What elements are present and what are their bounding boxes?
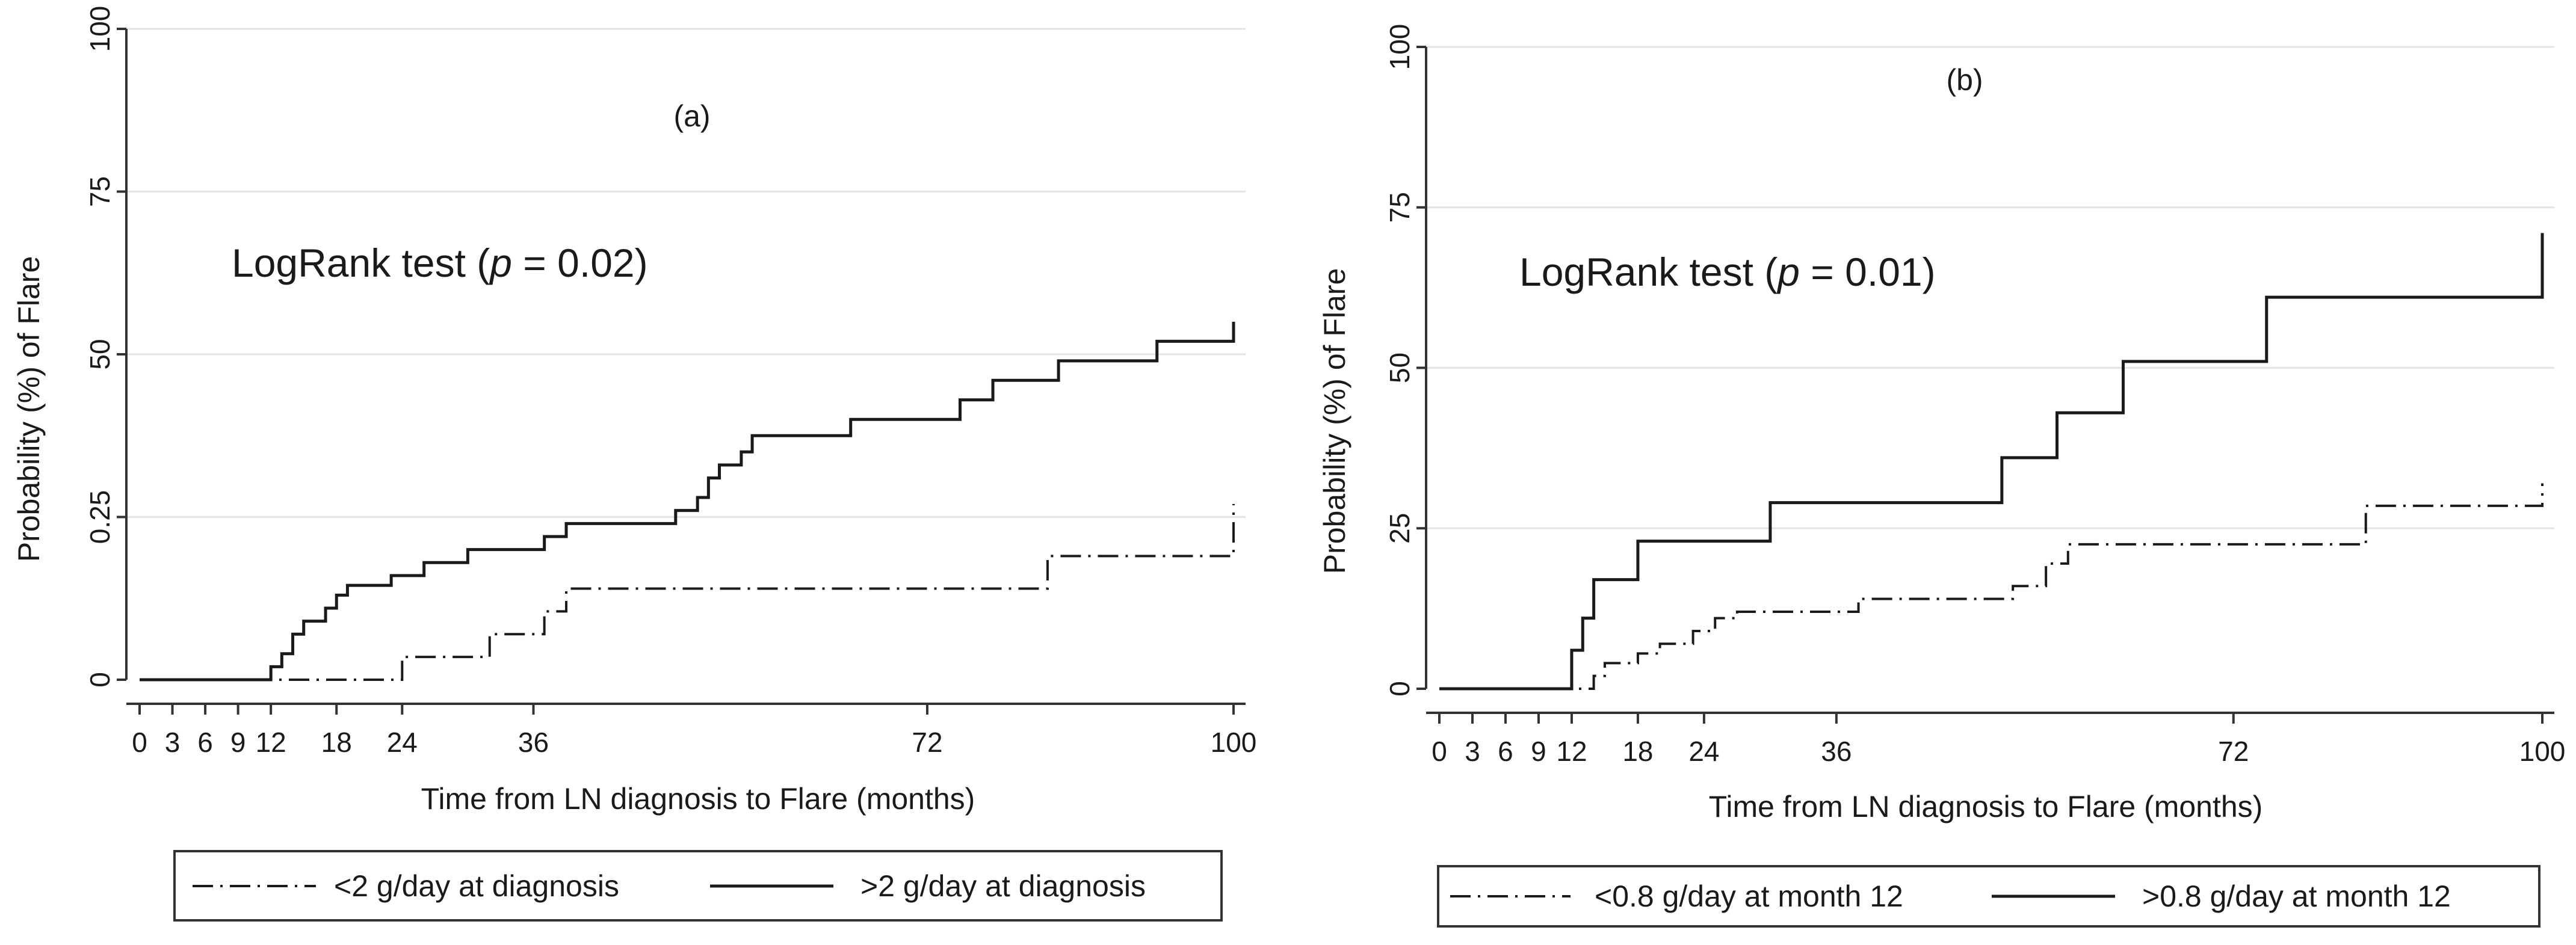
panel-a-legend-label-1: >2 g/day at diagnosis — [860, 869, 1146, 903]
panel-b-y-tick-label: 100 — [1384, 24, 1415, 70]
panel-b-y-ticks: 0 25 50 75 100 — [1384, 24, 1426, 697]
panel-b-legend: <0.8 g/day at month 12 >0.8 g/day at mon… — [1437, 865, 2540, 928]
panel-b-label: (b) — [1946, 63, 1983, 97]
panel-a-gridlines — [126, 28, 1246, 518]
panel-b-x-tick-label: 36 — [1821, 736, 1852, 767]
panel-b-legend-label-1: >0.8 g/day at month 12 — [2142, 879, 2451, 913]
panel-b-logrank-annotation: LogRank test (p = 0.01) — [1519, 250, 1936, 294]
panel-a-legend-label-0: <2 g/day at diagnosis — [334, 869, 619, 903]
panel-a-x-tick-label: 9 — [230, 727, 246, 758]
panel-a-x-tick-label: 12 — [256, 727, 286, 758]
panel-b-x-ticks: 0 3 6 9 12 18 24 36 72 100 — [1432, 713, 2565, 767]
panel-a-x-tick-label: 3 — [165, 727, 181, 758]
panel-b-x-tick-label: 0 — [1432, 736, 1447, 767]
panel-a-x-tick-label: 36 — [518, 727, 549, 758]
panel-b-y-tick-label: 25 — [1384, 513, 1415, 544]
panel-a-x-tick-label: 72 — [912, 727, 942, 758]
panel-b-x-tick-label: 9 — [1531, 736, 1546, 767]
panel-b-x-tick-label: 100 — [2519, 736, 2566, 767]
panel-a-y-tick-label: 0.25 — [84, 490, 116, 544]
panel-a-x-axis-title: Time from LN diagnosis to Flare (months) — [421, 782, 975, 816]
panel-a-label: (a) — [673, 99, 710, 133]
panel-b-series-dashdot-line — [1439, 483, 2544, 690]
panel-b-y-tick-label: 0 — [1384, 681, 1415, 697]
panel-b-x-tick-label: 12 — [1556, 736, 1587, 767]
panel-b-x-tick-label: 3 — [1465, 736, 1480, 767]
panel-a-x-ticks: 0 3 6 9 12 18 24 36 72 100 — [132, 704, 1256, 758]
panel-a-x-tick-label: 6 — [197, 727, 213, 758]
panel-a-x-tick-label: 24 — [387, 727, 418, 758]
panel-a-legend: <2 g/day at diagnosis >2 g/day at diagno… — [173, 850, 1223, 922]
panel-a-series-solid-line — [140, 321, 1235, 682]
panel-b-x-tick-label: 18 — [1622, 736, 1653, 767]
panel-a-legend-box — [173, 850, 1223, 922]
panel-a-y-ticks: 0 0.25 50 75 100 — [84, 6, 126, 688]
panel-b-y-axis-title: Probability (%) of Flare — [1318, 268, 1351, 574]
panel-b-y-tick-label: 75 — [1384, 192, 1415, 223]
panel-b-y-tick-label: 50 — [1384, 352, 1415, 383]
panel-a-series-dashdot-line — [140, 503, 1235, 681]
panel-a-y-tick-label: 0 — [84, 672, 116, 688]
panel-a-y-tick-label: 75 — [84, 176, 116, 207]
panel-a-x-tick-label: 100 — [1211, 727, 1257, 758]
panel-a-y-tick-label: 50 — [84, 339, 116, 369]
panel-a-y-axis-title: Probability (%) of Flare — [12, 256, 46, 562]
panel-b-series — [1439, 233, 2544, 691]
panel-b-x-axis-title: Time from LN diagnosis to Flare (months) — [1709, 790, 2263, 823]
panel-b-legend-box — [1437, 865, 2540, 928]
panel-a-x-tick-label: 18 — [321, 727, 352, 758]
panel-b-x-tick-label: 24 — [1688, 736, 1719, 767]
panel-b-x-tick-label: 6 — [1498, 736, 1513, 767]
panel-a-series — [140, 321, 1235, 682]
panel-a-y-tick-label: 100 — [84, 6, 116, 52]
panel-a-logrank-annotation: LogRank test (p = 0.02) — [232, 241, 648, 285]
panel-a-x-tick-label: 0 — [132, 727, 147, 758]
panel-b-x-tick-label: 72 — [2218, 736, 2249, 767]
panel-b-legend-label-0: <0.8 g/day at month 12 — [1595, 879, 1903, 913]
panel-b-series-solid-line — [1439, 233, 2544, 691]
